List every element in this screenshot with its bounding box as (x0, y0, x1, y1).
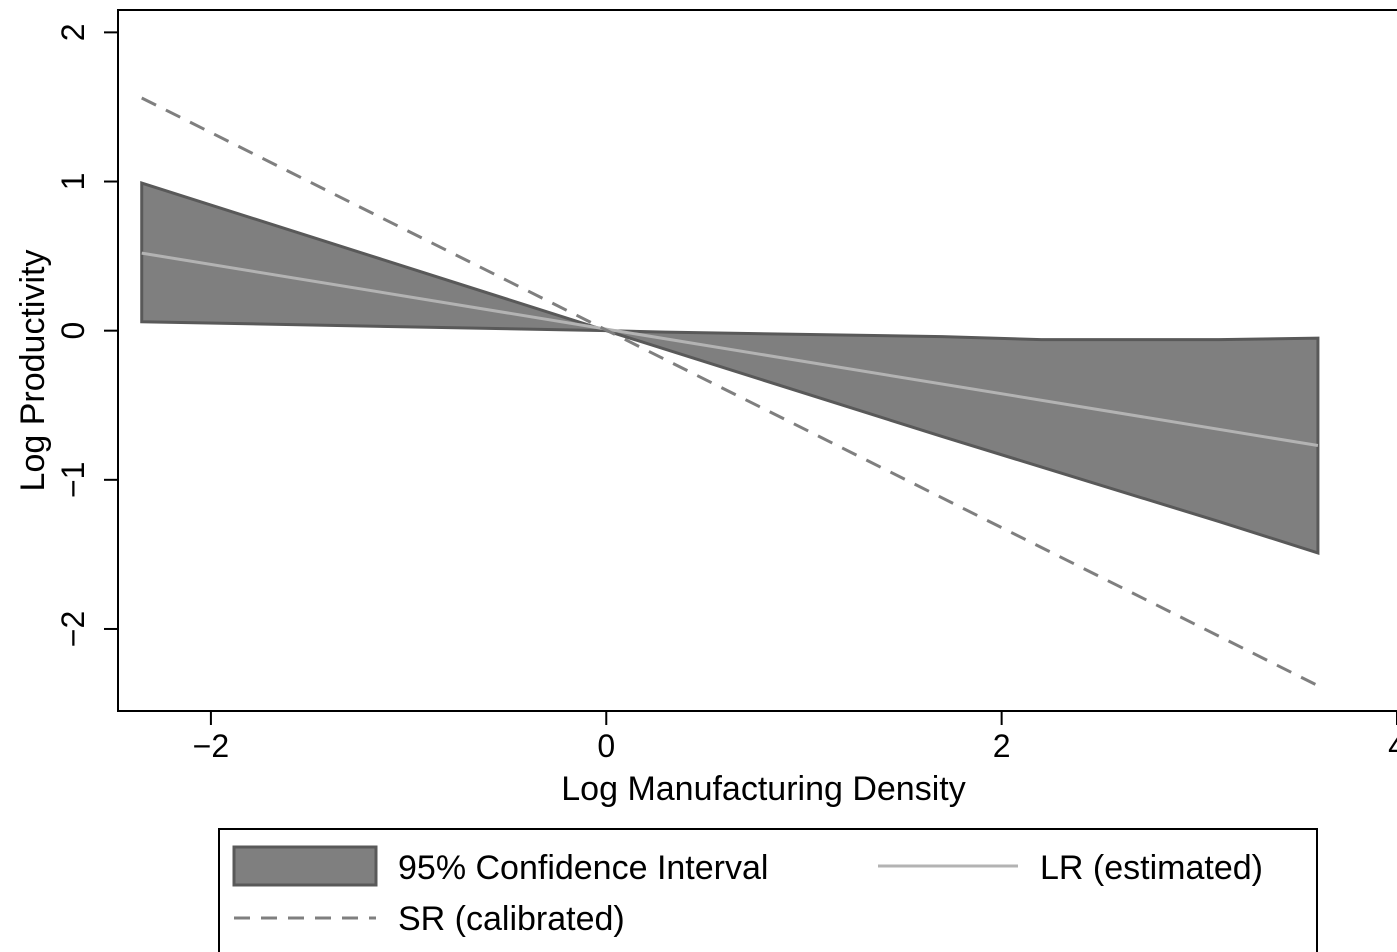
legend-lr-label: LR (estimated) (1040, 849, 1263, 887)
legend-frame (218, 828, 1318, 952)
legend-sr-label: SR (calibrated) (398, 900, 625, 938)
legend-ci-label: 95% Confidence Interval (398, 849, 768, 887)
plot-area (117, 9, 1397, 712)
confidence-band (140, 180, 1320, 555)
y-tick-label: 2 (55, 23, 91, 41)
x-axis-title: Log Manufacturing Density (561, 770, 965, 808)
x-tick-label: 2 (993, 728, 1011, 764)
y-axis-title: Log Productivity (14, 250, 52, 492)
lr-estimated-line (141, 251, 1319, 447)
legend-ci-swatch (232, 845, 378, 887)
x-tick-label: 0 (597, 728, 615, 764)
marks (140, 96, 1320, 687)
plot-frame (117, 9, 1397, 712)
y-tick-label: 1 (55, 173, 91, 191)
y-tick-label: −2 (55, 611, 91, 647)
sr-calibrated-line (141, 96, 1319, 687)
y-tick-label: 0 (55, 322, 91, 340)
x-tick-label: −2 (193, 728, 229, 764)
axes: −2 0 2 4 −2 −1 0 1 2 (55, 23, 1397, 764)
x-tick-label: 4 (1388, 728, 1397, 764)
legend: 95% Confidence Interval LR (estimated) S… (218, 828, 1318, 952)
y-tick-label: −1 (55, 462, 91, 498)
